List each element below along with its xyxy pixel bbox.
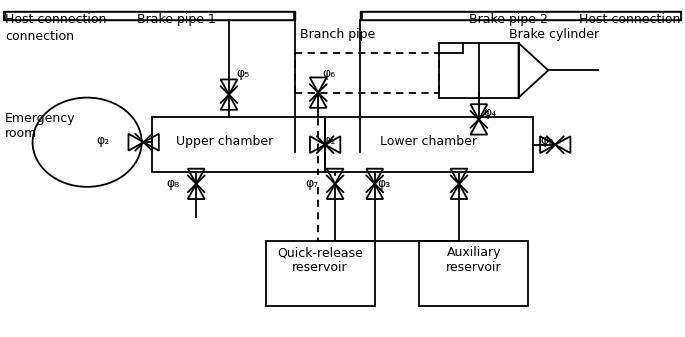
- Text: Auxiliary: Auxiliary: [447, 246, 501, 259]
- Bar: [3, 11, 295, 20]
- Bar: [5, 13, 292, 18]
- Bar: [360, 11, 682, 20]
- Text: Host connection: Host connection: [579, 13, 680, 26]
- Bar: [266, 241, 375, 306]
- Text: φ₂: φ₂: [97, 134, 110, 147]
- Text: Emergency: Emergency: [5, 113, 75, 125]
- Text: Brake pipe 1: Brake pipe 1: [137, 13, 216, 26]
- Text: φ₉: φ₉: [540, 134, 553, 147]
- Bar: [151, 117, 325, 172]
- Text: φ₁: φ₁: [322, 134, 336, 147]
- Text: connection: connection: [5, 30, 74, 43]
- Text: φ₈: φ₈: [166, 177, 179, 190]
- Text: φ₇: φ₇: [305, 177, 319, 190]
- Text: Lower chamber: Lower chamber: [379, 135, 477, 148]
- Text: Brake pipe 2: Brake pipe 2: [469, 13, 548, 26]
- Text: room: room: [5, 127, 37, 140]
- Bar: [325, 117, 534, 172]
- Bar: [439, 43, 519, 98]
- Text: Upper chamber: Upper chamber: [176, 135, 273, 148]
- Bar: [419, 241, 528, 306]
- Text: φ₃: φ₃: [377, 177, 391, 190]
- Text: φ₆: φ₆: [322, 67, 335, 80]
- Text: Branch pipe: Branch pipe: [300, 28, 375, 41]
- Text: φ₅: φ₅: [236, 67, 249, 80]
- Bar: [363, 13, 680, 18]
- Text: Quick-release: Quick-release: [277, 246, 363, 259]
- Text: Host connection: Host connection: [5, 13, 106, 26]
- Text: reservoir: reservoir: [292, 261, 348, 274]
- Text: φ₄: φ₄: [484, 106, 497, 119]
- Text: Brake cylinder: Brake cylinder: [509, 28, 599, 41]
- Text: reservoir: reservoir: [446, 261, 501, 274]
